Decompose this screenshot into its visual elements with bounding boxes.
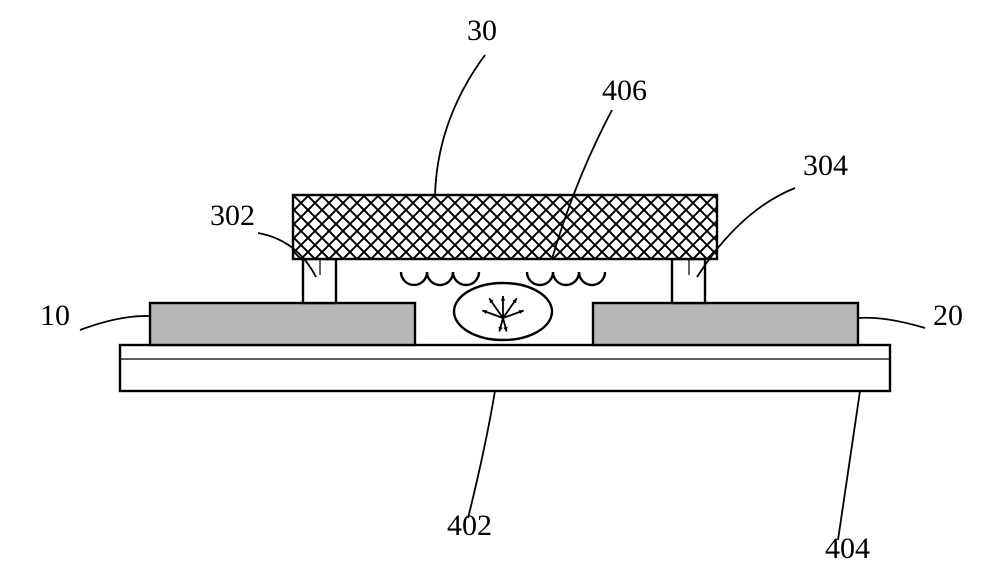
leader-left_slab [80, 316, 150, 330]
label-right_slab: 20 [933, 299, 963, 332]
label-right_post: 304 [803, 149, 848, 182]
leader-top_mesh [435, 55, 485, 196]
bead-3 [527, 272, 553, 285]
mesh-block [293, 195, 717, 259]
bead-0 [401, 272, 427, 285]
label-gap: 402 [447, 509, 492, 542]
cross-section-diagram: 30 406 302 304 10 20 402 404 [0, 0, 1000, 583]
label-left_post: 302 [210, 199, 255, 232]
left-slab [150, 303, 415, 345]
bead-1 [427, 272, 453, 285]
leader-gap [468, 391, 495, 518]
label-base: 404 [825, 532, 870, 565]
label-top_mesh: 30 [467, 14, 497, 47]
bead-2 [453, 272, 479, 285]
leader-right_slab [858, 318, 925, 328]
bead-4 [553, 272, 579, 285]
leader-base [838, 391, 860, 540]
right-slab [593, 303, 858, 345]
base-plate [120, 345, 890, 391]
label-beads: 406 [602, 74, 647, 107]
label-left_slab: 10 [40, 299, 70, 332]
bead-5 [579, 272, 605, 285]
